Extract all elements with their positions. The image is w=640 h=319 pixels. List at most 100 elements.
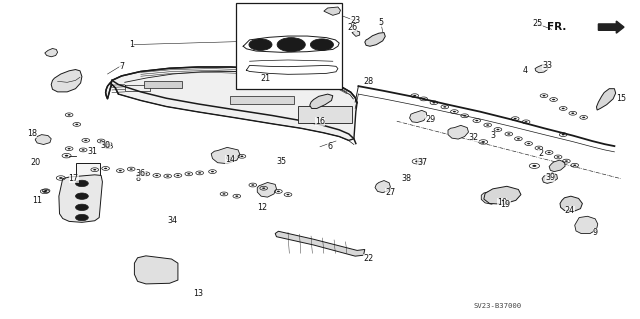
- Text: 9: 9: [593, 228, 598, 237]
- Circle shape: [198, 172, 201, 174]
- Circle shape: [517, 138, 520, 139]
- Circle shape: [582, 117, 585, 118]
- Polygon shape: [575, 216, 598, 234]
- Text: 33: 33: [542, 61, 552, 70]
- Text: 27: 27: [385, 189, 396, 197]
- Circle shape: [255, 42, 266, 48]
- Polygon shape: [549, 160, 565, 172]
- Polygon shape: [310, 94, 333, 108]
- Circle shape: [68, 148, 70, 149]
- Circle shape: [82, 149, 84, 151]
- Text: 1: 1: [129, 40, 134, 49]
- Text: 20: 20: [30, 158, 40, 167]
- Circle shape: [262, 188, 265, 189]
- Circle shape: [332, 70, 334, 71]
- Polygon shape: [106, 67, 357, 140]
- Polygon shape: [484, 186, 521, 204]
- Polygon shape: [324, 7, 340, 15]
- Circle shape: [543, 95, 545, 96]
- Circle shape: [130, 168, 132, 170]
- Bar: [236, 3, 342, 89]
- Text: 26: 26: [347, 23, 357, 32]
- Text: 37: 37: [417, 158, 428, 167]
- Polygon shape: [375, 181, 390, 193]
- Circle shape: [557, 156, 559, 158]
- Text: 7: 7: [119, 63, 124, 71]
- Circle shape: [572, 113, 574, 114]
- Circle shape: [255, 68, 257, 70]
- Circle shape: [433, 102, 435, 103]
- Text: 25: 25: [532, 19, 543, 28]
- Text: 16: 16: [315, 117, 325, 126]
- Circle shape: [252, 184, 254, 186]
- Polygon shape: [560, 196, 582, 211]
- Circle shape: [145, 173, 147, 174]
- Text: 32: 32: [468, 133, 479, 142]
- Text: 22: 22: [363, 254, 373, 263]
- Bar: [230, 96, 294, 104]
- Circle shape: [241, 156, 243, 157]
- Circle shape: [422, 98, 425, 100]
- Circle shape: [277, 191, 280, 192]
- Circle shape: [119, 170, 122, 171]
- Circle shape: [76, 193, 88, 199]
- Text: 14: 14: [225, 155, 236, 164]
- Circle shape: [76, 204, 88, 211]
- Circle shape: [277, 38, 305, 52]
- Text: 6: 6: [327, 142, 332, 151]
- Circle shape: [548, 152, 550, 153]
- Circle shape: [552, 99, 555, 100]
- Polygon shape: [596, 89, 616, 110]
- Circle shape: [188, 173, 190, 174]
- Polygon shape: [211, 147, 240, 164]
- Circle shape: [76, 180, 88, 187]
- Circle shape: [525, 121, 527, 122]
- Text: 3: 3: [490, 131, 495, 140]
- Circle shape: [76, 214, 88, 221]
- Text: 12: 12: [257, 203, 268, 212]
- Circle shape: [303, 73, 305, 74]
- Circle shape: [476, 120, 478, 121]
- Circle shape: [486, 124, 489, 126]
- Circle shape: [284, 41, 298, 48]
- Circle shape: [444, 106, 446, 108]
- Text: 30: 30: [100, 141, 111, 150]
- Text: 39: 39: [545, 173, 556, 182]
- Polygon shape: [59, 175, 102, 222]
- Circle shape: [211, 171, 214, 172]
- Circle shape: [463, 115, 466, 116]
- Circle shape: [106, 143, 109, 145]
- Text: 18: 18: [27, 130, 37, 138]
- Text: 35: 35: [276, 157, 287, 166]
- Bar: [76, 163, 100, 181]
- Circle shape: [45, 190, 47, 191]
- Circle shape: [562, 134, 564, 135]
- Circle shape: [316, 42, 328, 48]
- Circle shape: [565, 160, 568, 162]
- Polygon shape: [481, 190, 502, 204]
- Circle shape: [508, 133, 510, 135]
- Circle shape: [177, 175, 179, 176]
- Circle shape: [68, 114, 70, 115]
- Polygon shape: [257, 182, 276, 197]
- Circle shape: [229, 157, 232, 159]
- Text: 21: 21: [260, 74, 271, 83]
- Circle shape: [108, 146, 110, 147]
- Polygon shape: [352, 31, 360, 36]
- Circle shape: [538, 147, 540, 149]
- Circle shape: [497, 129, 499, 130]
- Circle shape: [43, 190, 47, 192]
- Text: 38: 38: [401, 174, 412, 183]
- Circle shape: [76, 124, 78, 125]
- Circle shape: [166, 175, 169, 177]
- Circle shape: [527, 143, 530, 144]
- Text: 23: 23: [350, 16, 360, 25]
- Bar: [298, 106, 352, 123]
- Circle shape: [453, 111, 456, 112]
- Polygon shape: [51, 70, 82, 92]
- Text: 29: 29: [425, 115, 435, 124]
- Circle shape: [562, 108, 564, 109]
- Circle shape: [514, 118, 516, 119]
- Text: 15: 15: [616, 94, 626, 103]
- Polygon shape: [45, 48, 58, 57]
